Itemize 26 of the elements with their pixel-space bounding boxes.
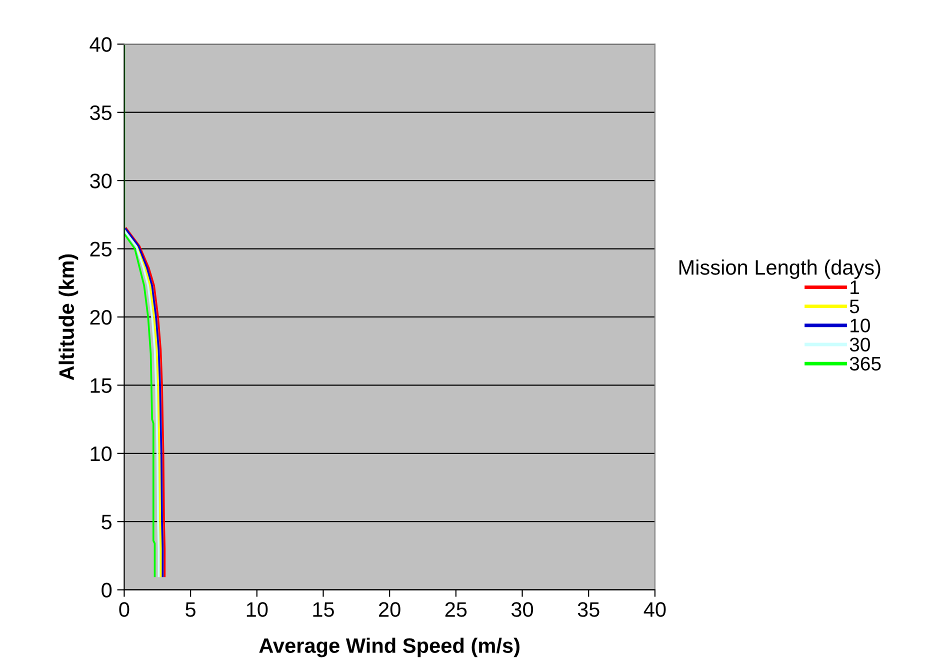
y-tick-label: 25 <box>90 242 112 257</box>
x-tick-label: 5 <box>186 602 196 617</box>
x-tick-label: 30 <box>511 602 534 617</box>
x-tick-label: 10 <box>246 602 268 617</box>
legend-label: 1 <box>850 280 859 294</box>
x-tick-label: 0 <box>119 602 130 617</box>
y-tick-label: 40 <box>90 37 112 52</box>
y-tick-label: 20 <box>90 310 112 325</box>
x-tick-label: 35 <box>578 602 600 617</box>
y-tick-label: 10 <box>90 446 112 462</box>
legend-label: 365 <box>850 356 881 371</box>
y-tick-label: 0 <box>102 582 112 598</box>
x-tick-label: 25 <box>445 602 467 617</box>
legend-title: Mission Length (days) <box>679 260 880 279</box>
y-tick-label: 5 <box>102 514 112 530</box>
x-tick-label: 40 <box>644 602 666 617</box>
legend-label: 10 <box>850 318 870 332</box>
x-tick-label: 20 <box>379 602 400 617</box>
legend-label: 30 <box>850 338 870 352</box>
legend-label: 5 <box>850 300 860 314</box>
y-tick-label: 35 <box>90 105 112 120</box>
x-tick-label: 15 <box>313 602 334 617</box>
y-axis-title: Altitude (km) <box>58 254 78 380</box>
y-tick-label: 15 <box>90 378 112 393</box>
x-axis-title: Average Wind Speed (m/s) <box>259 638 520 658</box>
y-tick-label: 30 <box>90 174 112 188</box>
